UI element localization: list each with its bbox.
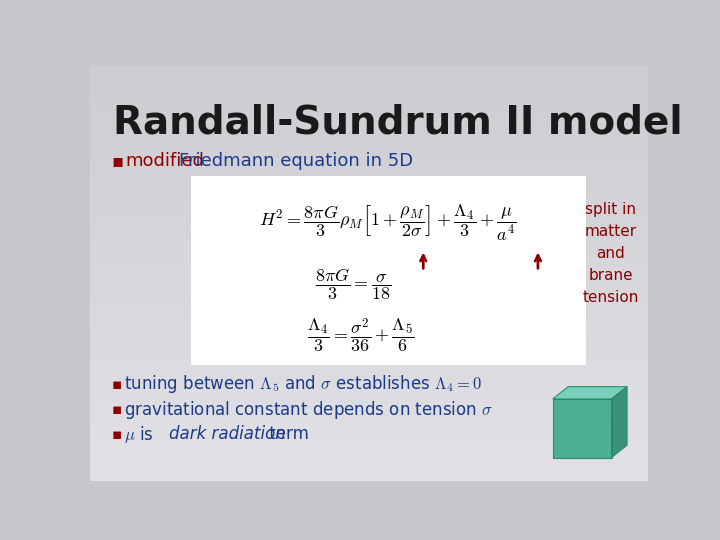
FancyBboxPatch shape [191,177,586,365]
Text: split in
matter
and
brane
tension: split in matter and brane tension [582,201,639,305]
Text: modified: modified [126,152,204,170]
Text: tuning between $\Lambda_5$ and $\sigma$ establishes $\Lambda_4 = 0$: tuning between $\Lambda_5$ and $\sigma$ … [124,373,482,395]
Text: ▪: ▪ [112,152,124,170]
Text: term: term [264,426,310,443]
Text: dark radiation: dark radiation [169,426,286,443]
Text: $H^2 = \dfrac{8\pi G}{3}\rho_M\left[1 + \dfrac{\rho_M}{2\sigma}\right] + \dfrac{: $H^2 = \dfrac{8\pi G}{3}\rho_M\left[1 + … [259,202,518,242]
Text: $\mu$ is: $\mu$ is [124,424,155,445]
Text: gravitational constant depends on tension $\sigma$: gravitational constant depends on tensio… [124,399,493,421]
Text: Friedmann equation in 5D: Friedmann equation in 5D [179,152,413,170]
Text: ▪: ▪ [112,427,122,442]
Polygon shape [553,399,611,457]
Polygon shape [553,387,627,399]
Text: Randall-Sundrum II model: Randall-Sundrum II model [113,103,683,141]
Text: ▪: ▪ [112,377,122,392]
Polygon shape [611,387,627,457]
Text: $\dfrac{\Lambda_4}{3} = \dfrac{\sigma^2}{36} + \dfrac{\Lambda_5}{6}$: $\dfrac{\Lambda_4}{3} = \dfrac{\sigma^2}… [307,317,415,355]
Text: $\dfrac{8\pi G}{3} = \dfrac{\sigma}{18}$: $\dfrac{8\pi G}{3} = \dfrac{\sigma}{18}$ [315,266,392,302]
Text: ▪: ▪ [112,402,122,417]
